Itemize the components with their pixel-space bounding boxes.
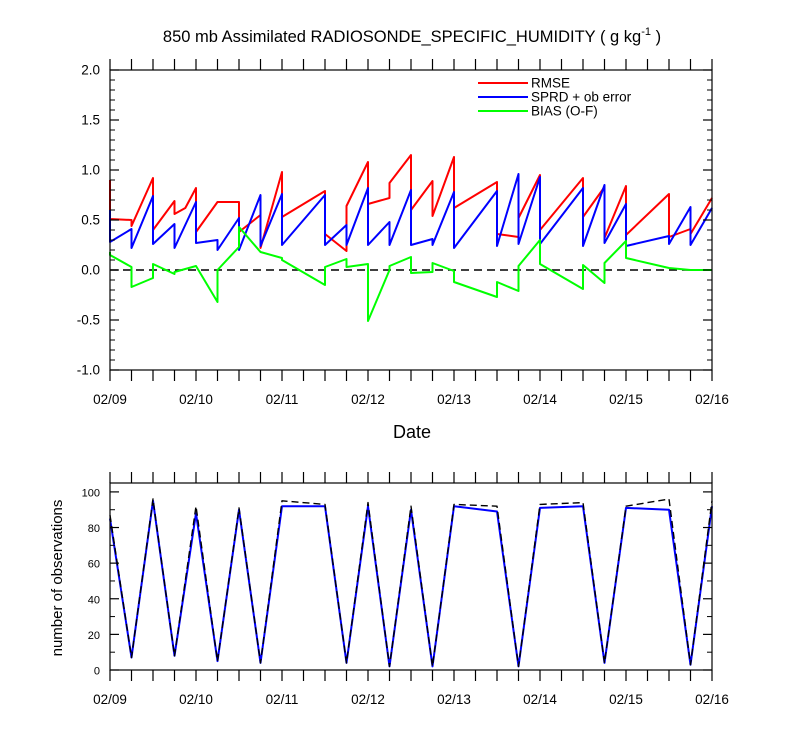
x-tick-label: 02/11 — [266, 692, 299, 707]
x-tick-label: 02/13 — [437, 692, 471, 707]
bottom-plot-series — [109, 498, 713, 668]
series-line-observations-possible — [109, 498, 713, 668]
y-tick-label: 100 — [82, 487, 100, 499]
x-tick-label: 02/12 — [351, 392, 385, 407]
bottom-plot: 0 20 40 60 80 100 02/09 02/10 02/11 02/12 02/13 02/… — [49, 472, 729, 707]
x-tick-label: 02/09 — [93, 392, 127, 407]
y-tick-label: 20 — [88, 630, 100, 642]
legend-label: RMSE — [531, 76, 570, 91]
y-tick-label: 40 — [88, 594, 100, 606]
bottom-plot-ticks: 0 20 40 60 80 100 02/09 02/10 02/11 02/12 02/13 02/… — [82, 472, 729, 707]
y-tick-label: 60 — [88, 559, 100, 571]
x-tick-label: 02/09 — [93, 692, 127, 707]
top-plot-series — [109, 154, 713, 322]
chart-title-main: 850 mb Assimilated RADIOSONDE_SPECIFIC_H… — [163, 28, 641, 46]
y-tick-label: -0.5 — [77, 313, 100, 328]
y-tick-label: 0 — [94, 666, 100, 678]
y-tick-label: 2.0 — [81, 63, 100, 78]
chart-title: 850 mb Assimilated RADIOSONDE_SPECIFIC_H… — [163, 26, 661, 46]
x-tick-label: 02/16 — [695, 392, 729, 407]
chart-title-suffix: ) — [651, 28, 661, 46]
chart-title-superscript: -1 — [641, 26, 651, 38]
x-tick-label: 02/14 — [523, 392, 557, 407]
x-tick-label: 02/13 — [437, 392, 471, 407]
y-axis-label: number of observations — [49, 500, 66, 657]
x-tick-label: 02/16 — [695, 692, 729, 707]
legend-label: SPRD + ob error — [531, 90, 632, 105]
x-tick-label: 02/11 — [266, 392, 299, 407]
x-tick-label: 02/10 — [179, 692, 213, 707]
y-tick-label: 80 — [88, 523, 100, 535]
x-tick-label: 02/12 — [351, 692, 385, 707]
x-tick-label: 02/15 — [609, 392, 643, 407]
legend-label: BIAS (O-F) — [531, 104, 598, 119]
series-line-observations-used — [109, 499, 713, 668]
y-tick-label: 1.0 — [81, 163, 100, 178]
y-tick-label: -1.0 — [77, 363, 100, 378]
y-tick-label: 1.5 — [81, 113, 100, 128]
x-tick-label: 02/14 — [523, 692, 557, 707]
x-tick-label: 02/15 — [609, 692, 643, 707]
series-line-sprd-ob-error — [109, 173, 713, 251]
top-plot-ticks: -1.0 -0.5 0.0 0.5 1.0 1.5 2.0 02/09 02/10 02/11 02… — [77, 59, 729, 407]
y-tick-label: 0.5 — [81, 213, 100, 228]
series-line-bias-o-f — [109, 226, 712, 322]
top-plot: 850 mb Assimilated RADIOSONDE_SPECIFIC_H… — [77, 26, 729, 442]
x-tick-label: 02/10 — [179, 392, 213, 407]
y-tick-label: 0.0 — [81, 263, 100, 278]
x-axis-label: Date — [393, 422, 431, 442]
